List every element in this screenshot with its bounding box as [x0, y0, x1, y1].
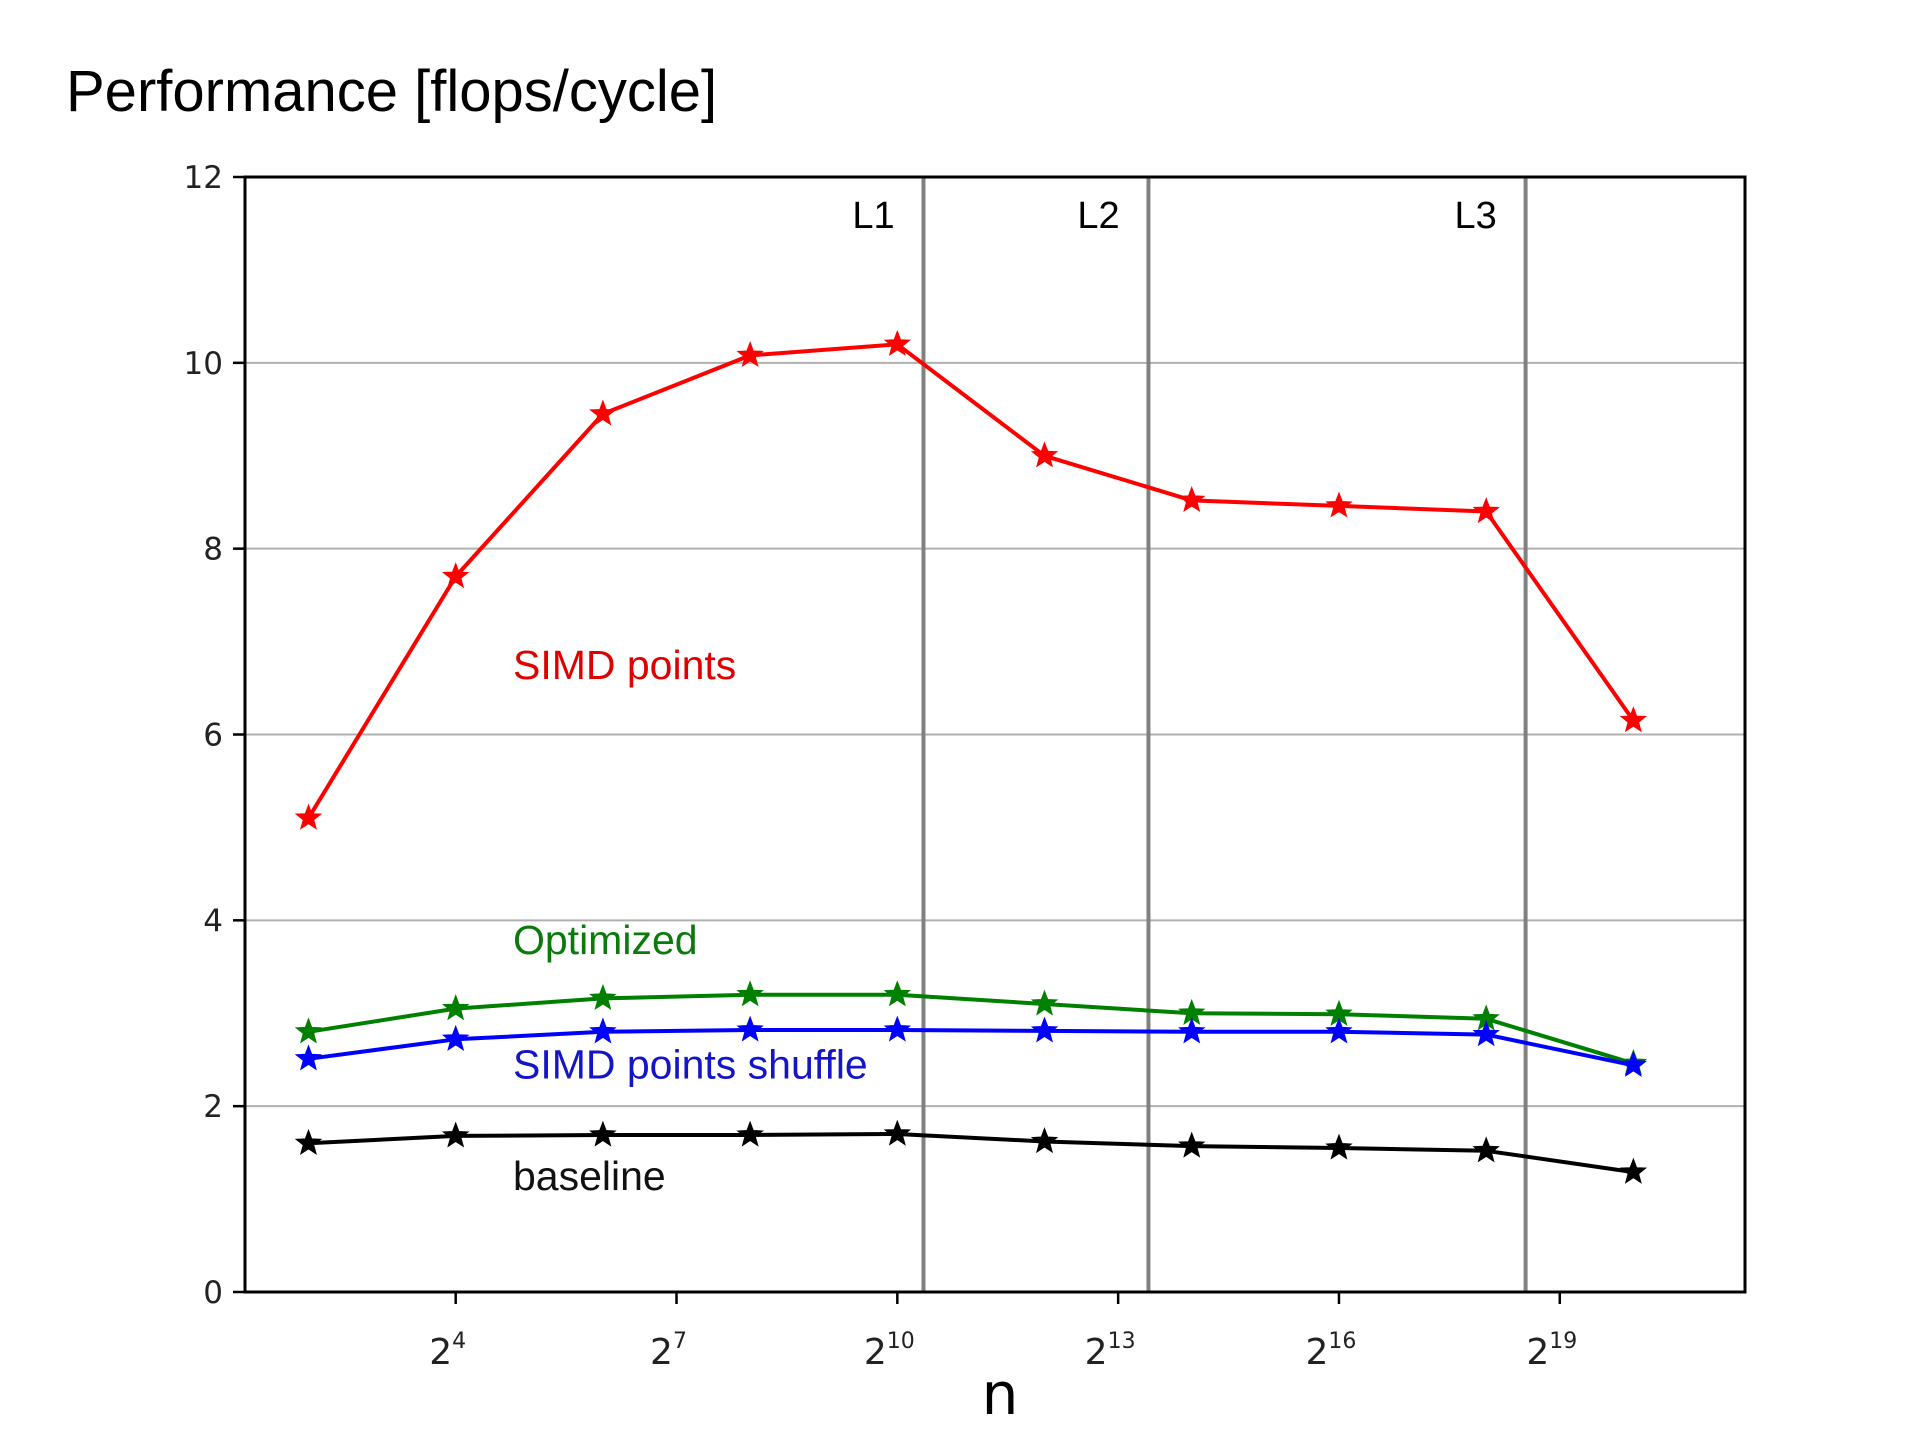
x-tick-label: 210: [864, 1329, 915, 1373]
cache-label-l2: L2: [1077, 195, 1119, 237]
series-line-baseline: [308, 1132, 1634, 1175]
point-simd-points-shuffle: [294, 1044, 323, 1071]
cache-label-l3: L3: [1454, 195, 1496, 237]
point-simd-points: [1030, 441, 1059, 468]
y-tick-label: 6: [203, 718, 223, 754]
point-baseline: [1619, 1157, 1648, 1184]
chart-title: Performance [flops/cycle]: [66, 59, 718, 124]
cache-label-l1: L1: [852, 195, 894, 237]
point-simd-points: [883, 329, 912, 356]
annotation-simd-points: SIMD points: [513, 642, 736, 688]
point-simd-points-shuffle: [441, 1024, 470, 1051]
y-tick-label: 8: [203, 532, 223, 568]
point-baseline: [441, 1121, 470, 1148]
point-optimized: [441, 994, 470, 1021]
y-tick-label: 12: [184, 160, 223, 196]
point-baseline: [589, 1120, 617, 1147]
x-tick-label: 24: [429, 1329, 466, 1373]
annotation-layer: SIMD points Optimized SIMD points shuffle b…: [513, 642, 868, 1199]
point-simd-points-shuffle: [589, 1017, 617, 1044]
x-tick-label: 216: [1306, 1329, 1357, 1373]
y-tick-label: 10: [184, 346, 223, 382]
point-simd-points-shuffle: [1325, 1017, 1353, 1044]
point-simd-points: [294, 803, 323, 830]
point-baseline: [1472, 1136, 1500, 1163]
y-tick-label: 0: [203, 1275, 223, 1311]
series-line-simd-points-shuffle: [308, 1028, 1634, 1068]
x-axis-label: n: [981, 1360, 1019, 1428]
point-baseline: [1030, 1127, 1059, 1154]
x-tick-label: 27: [650, 1329, 687, 1373]
point-baseline: [883, 1119, 912, 1146]
point-simd-points-shuffle: [1178, 1017, 1206, 1044]
point-simd-points: [1178, 485, 1206, 513]
point-simd-points: [441, 562, 470, 589]
point-simd-points-shuffle: [1472, 1020, 1500, 1047]
cache-lines-layer: L1 L2 L3: [852, 177, 1528, 1292]
point-optimized: [883, 980, 912, 1007]
series-line-simd-points: [306, 342, 1636, 820]
annotation-baseline: baseline: [513, 1153, 666, 1199]
point-simd-points: [1472, 497, 1500, 524]
annotation-optimized: Optimized: [513, 917, 698, 963]
y-tick-label: 2: [203, 1089, 223, 1125]
series-line-optimized: [308, 992, 1634, 1066]
grid-layer: [245, 361, 1745, 1108]
point-baseline: [1325, 1133, 1353, 1160]
point-optimized: [294, 1017, 323, 1044]
point-simd-points: [589, 399, 617, 426]
x-tick-label: 213: [1085, 1329, 1136, 1373]
point-simd-points-shuffle: [883, 1015, 912, 1042]
point-simd-points: [1619, 706, 1648, 733]
point-baseline: [294, 1128, 323, 1156]
point-optimized: [589, 983, 617, 1011]
x-tick-label: 219: [1526, 1329, 1577, 1373]
point-optimized: [736, 980, 764, 1007]
series-layer: [294, 329, 1648, 1184]
point-simd-points: [736, 340, 764, 368]
point-baseline: [736, 1120, 764, 1147]
point-baseline: [1178, 1131, 1206, 1158]
annotation-simd-points-shuffle: SIMD points shuffle: [513, 1041, 868, 1087]
point-simd-points-shuffle: [1030, 1016, 1059, 1043]
point-simd-points: [1325, 491, 1353, 518]
y-tick-label: 4: [203, 903, 223, 939]
point-optimized: [1030, 989, 1059, 1016]
point-simd-points-shuffle: [736, 1015, 764, 1042]
point-simd-points-shuffle: [1619, 1050, 1648, 1077]
